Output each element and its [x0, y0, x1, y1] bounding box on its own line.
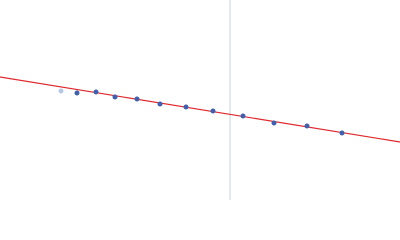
data-point: [112, 94, 118, 100]
data-point: [58, 88, 64, 94]
fit-line: [0, 76, 400, 143]
data-point: [304, 123, 310, 129]
data-point: [210, 108, 216, 114]
data-point: [271, 120, 277, 126]
data-point: [339, 130, 345, 136]
data-point: [74, 90, 80, 96]
data-point: [157, 101, 163, 107]
chart: [0, 0, 400, 200]
data-point: [134, 96, 140, 102]
data-point: [240, 113, 246, 119]
data-point: [93, 89, 99, 95]
data-point: [183, 104, 189, 110]
